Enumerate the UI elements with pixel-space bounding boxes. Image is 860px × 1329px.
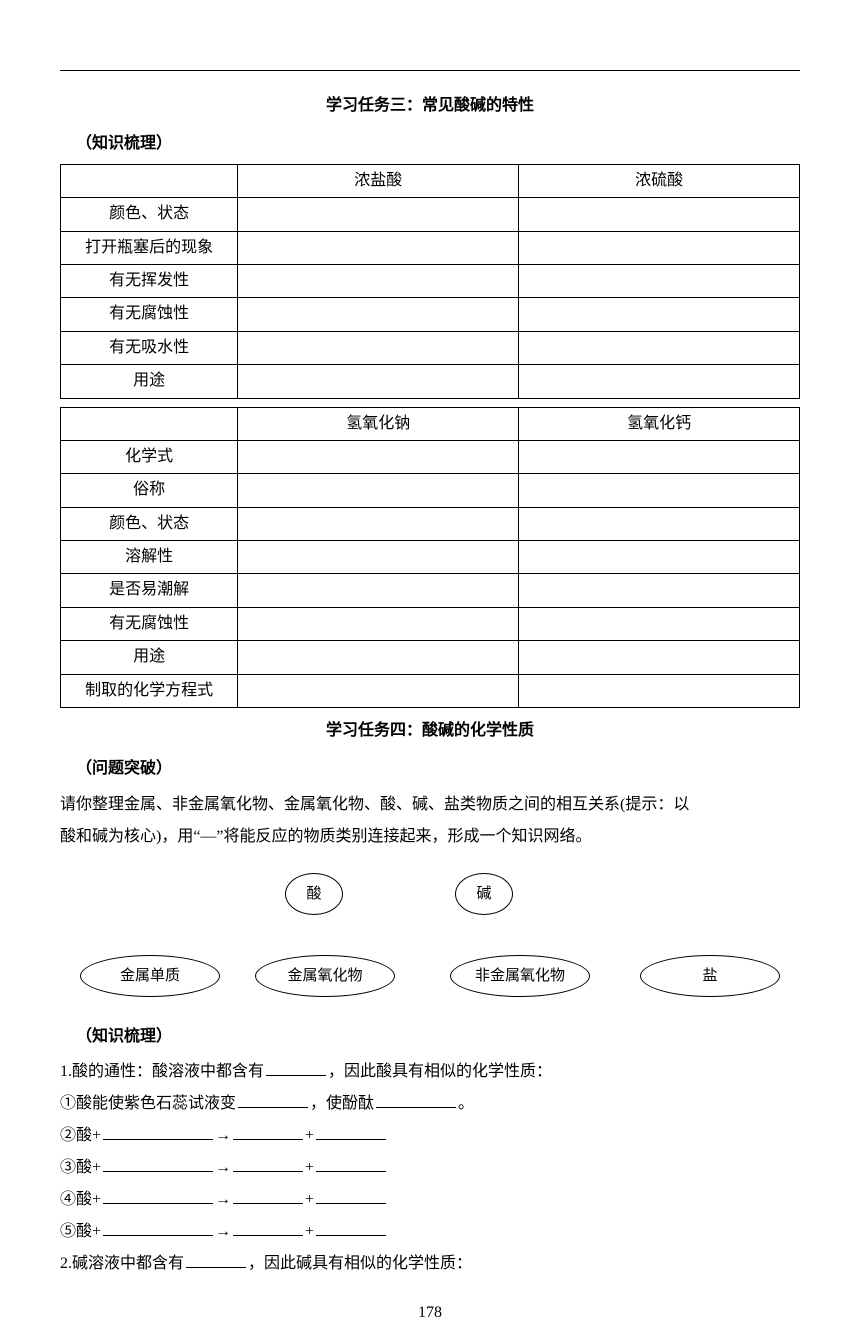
node-acid: 酸: [285, 873, 343, 915]
table-row: 用途: [61, 365, 800, 398]
base-col1: 氢氧化钠: [238, 407, 519, 440]
blank-fill[interactable]: [103, 1187, 213, 1205]
table-row: 氢氧化钠 氢氧化钙: [61, 407, 800, 440]
table-row: 化学式: [61, 440, 800, 473]
table-row: 俗称: [61, 474, 800, 507]
knowledge-line-4: ③酸+→+: [60, 1152, 800, 1184]
blank-fill[interactable]: [316, 1155, 386, 1173]
blank-fill[interactable]: [186, 1251, 246, 1269]
node-nonmetal-oxide: 非金属氧化物: [450, 955, 590, 997]
knowledge-line-7: 2.碱溶液中都含有，因此碱具有相似的化学性质：: [60, 1248, 800, 1280]
knowledge-line-2: ①酸能使紫色石蕊试液变，使酚酞。: [60, 1088, 800, 1120]
knowledge-subtitle-1: （知识梳理）: [60, 129, 800, 159]
top-rule: [60, 70, 800, 71]
blank-fill[interactable]: [316, 1187, 386, 1205]
blank-fill[interactable]: [316, 1219, 386, 1237]
blank-fill[interactable]: [316, 1123, 386, 1141]
blank-fill[interactable]: [233, 1155, 303, 1173]
table-row: 打开瓶塞后的现象: [61, 231, 800, 264]
table-row: 有无腐蚀性: [61, 298, 800, 331]
acid-col2: 浓硫酸: [519, 164, 800, 197]
base-col2: 氢氧化钙: [519, 407, 800, 440]
problem-subtitle: （问题突破）: [60, 754, 800, 784]
problem-text-1: 请你整理金属、非金属氧化物、金属氧化物、酸、碱、盐类物质之间的相互关系(提示：以: [60, 789, 800, 821]
table-row: 浓盐酸 浓硫酸: [61, 164, 800, 197]
table-row: 是否易潮解: [61, 574, 800, 607]
blank-fill[interactable]: [376, 1091, 456, 1109]
blank-fill[interactable]: [266, 1059, 326, 1077]
task3-title: 学习任务三：常见酸碱的特性: [60, 91, 800, 121]
knowledge-line-6: ⑤酸+→+: [60, 1216, 800, 1248]
knowledge-line-1: 1.酸的通性：酸溶液中都含有，因此酸具有相似的化学性质：: [60, 1056, 800, 1088]
blank-fill[interactable]: [238, 1091, 308, 1109]
acid-table: 浓盐酸 浓硫酸 颜色、状态 打开瓶塞后的现象 有无挥发性 有无腐蚀性 有无吸水性…: [60, 164, 800, 399]
acid-col1: 浓盐酸: [238, 164, 519, 197]
table-row: 有无挥发性: [61, 264, 800, 297]
blank-fill[interactable]: [233, 1219, 303, 1237]
node-metal-oxide: 金属氧化物: [255, 955, 395, 997]
table-row: 有无吸水性: [61, 331, 800, 364]
blank-fill[interactable]: [233, 1123, 303, 1141]
page-number: 178: [60, 1298, 800, 1328]
blank-fill[interactable]: [103, 1123, 213, 1141]
table-row: 制取的化学方程式: [61, 674, 800, 707]
table-row: 颜色、状态: [61, 507, 800, 540]
knowledge-line-3: ②酸+→+: [60, 1120, 800, 1152]
table-row: 溶解性: [61, 541, 800, 574]
table-row: 有无腐蚀性: [61, 607, 800, 640]
table-row: 用途: [61, 641, 800, 674]
knowledge-line-5: ④酸+→+: [60, 1184, 800, 1216]
node-metal: 金属单质: [80, 955, 220, 997]
problem-text-2: 酸和碱为核心)，用“—”将能反应的物质类别连接起来，形成一个知识网络。: [60, 821, 800, 853]
blank-fill[interactable]: [233, 1187, 303, 1205]
task4-title: 学习任务四：酸碱的化学性质: [60, 716, 800, 746]
blank-fill[interactable]: [103, 1155, 213, 1173]
node-salt: 盐: [640, 955, 780, 997]
node-base: 碱: [455, 873, 513, 915]
knowledge-subtitle-2: （知识梳理）: [60, 1022, 800, 1052]
network-diagram: 酸 碱 金属单质 金属氧化物 非金属氧化物 盐: [60, 865, 800, 1010]
table-row: 颜色、状态: [61, 198, 800, 231]
base-table: 氢氧化钠 氢氧化钙 化学式 俗称 颜色、状态 溶解性 是否易潮解 有无腐蚀性 用…: [60, 407, 800, 709]
blank-fill[interactable]: [103, 1219, 213, 1237]
